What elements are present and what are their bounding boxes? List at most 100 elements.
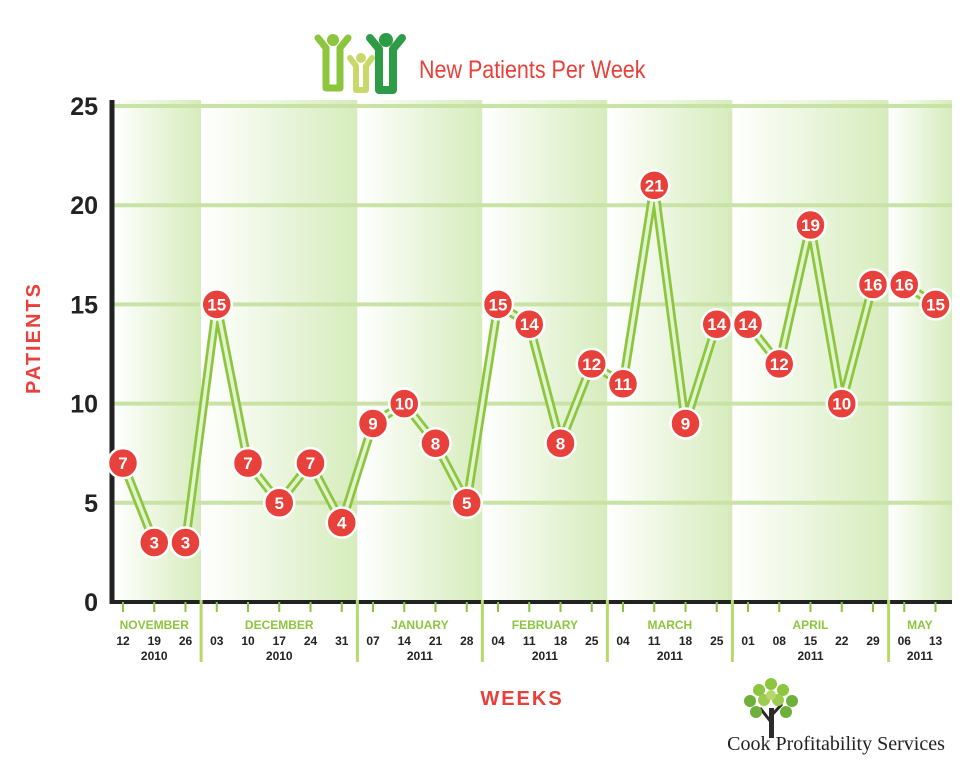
tree-logo-icon — [744, 678, 798, 738]
data-label: 14 — [707, 315, 726, 334]
x-tick-label: 25 — [585, 634, 599, 648]
x-tick-label: 26 — [179, 634, 193, 648]
data-label: 7 — [243, 454, 252, 473]
data-point — [575, 347, 608, 381]
data-label: 15 — [926, 295, 945, 314]
year-label: 2010 — [141, 649, 168, 663]
data-point — [731, 307, 765, 341]
y-tick-label: 5 — [84, 490, 98, 518]
data-point — [356, 407, 390, 440]
data-point — [325, 506, 358, 539]
data-label: 7 — [118, 454, 127, 473]
data-point — [669, 407, 702, 440]
brand-name: Cook Profitability Services — [727, 733, 945, 755]
x-tick-label: 18 — [554, 634, 568, 648]
x-tick-label: 11 — [523, 634, 536, 648]
data-label: 21 — [645, 176, 664, 195]
x-tick-label: 22 — [835, 634, 849, 648]
data-label: 9 — [681, 414, 690, 433]
data-point — [794, 208, 827, 242]
x-tick-label: 25 — [710, 634, 724, 648]
data-point — [763, 347, 796, 381]
data-label: 3 — [181, 533, 190, 552]
year-label: 2011 — [532, 649, 558, 663]
data-point — [825, 387, 858, 420]
x-tick-label: 19 — [148, 634, 162, 648]
month-label: APRIL — [793, 618, 829, 632]
x-tick-label: 18 — [679, 634, 693, 648]
data-point — [481, 288, 515, 321]
data-label: 12 — [770, 355, 789, 374]
y-tick-label: 15 — [70, 291, 98, 319]
y-tick-label: 20 — [70, 192, 98, 220]
x-tick-label: 14 — [398, 634, 412, 648]
data-label: 5 — [462, 494, 471, 513]
data-label: 15 — [489, 295, 508, 314]
data-point — [231, 446, 265, 480]
data-label: 14 — [739, 315, 758, 334]
data-point — [450, 486, 483, 520]
chart-title: New Patients Per Week — [419, 55, 646, 83]
family-logo-icon — [314, 33, 406, 94]
data-label: 7 — [306, 454, 315, 473]
x-tick-label: 24 — [304, 634, 318, 648]
data-point — [606, 367, 640, 401]
x-tick-label: 04 — [491, 634, 505, 648]
data-point — [263, 486, 296, 520]
month-label: MAY — [907, 618, 933, 632]
x-tick-label: 12 — [116, 634, 130, 648]
data-point — [169, 526, 202, 559]
year-label: 2010 — [266, 649, 293, 663]
month-band — [732, 100, 889, 602]
data-label: 12 — [582, 355, 601, 374]
data-label: 5 — [275, 494, 284, 513]
year-label: 2011 — [657, 649, 683, 663]
data-point — [638, 169, 671, 202]
y-tick-label: 0 — [84, 589, 98, 617]
data-label: 15 — [207, 295, 226, 314]
data-point — [294, 446, 327, 480]
data-point — [388, 387, 421, 420]
x-axis-label: WEEKS — [480, 688, 563, 710]
month-band — [888, 100, 952, 602]
month-band — [357, 100, 483, 602]
month-label: NOVEMBER — [120, 618, 190, 632]
x-tick-label: 13 — [929, 634, 943, 648]
month-label: JANUARY — [391, 618, 449, 632]
x-tick-label: 17 — [273, 634, 287, 648]
y-axis-label: PATIENTS — [23, 282, 45, 394]
data-point — [106, 446, 140, 480]
x-tick-label: 01 — [741, 634, 755, 648]
x-tick-label: 28 — [460, 634, 474, 648]
data-label: 16 — [895, 276, 914, 295]
data-point — [200, 288, 233, 321]
year-label: 2011 — [407, 649, 433, 663]
year-label: 2011 — [907, 649, 933, 663]
data-label: 16 — [864, 276, 883, 295]
data-point — [513, 307, 546, 341]
data-label: 9 — [368, 414, 377, 433]
month-label: FEBRUARY — [512, 618, 578, 632]
data-label: 4 — [337, 514, 347, 533]
data-label: 10 — [832, 395, 851, 414]
data-label: 8 — [431, 434, 440, 453]
x-tick-label: 11 — [648, 634, 661, 648]
x-tick-label: 03 — [210, 634, 224, 648]
y-tick-label: 25 — [70, 93, 98, 121]
x-tick-label: 10 — [241, 634, 255, 648]
y-tick-label: 10 — [70, 391, 98, 419]
data-label: 11 — [614, 375, 632, 394]
data-point — [919, 288, 952, 321]
year-label: 2011 — [797, 649, 823, 663]
data-label: 19 — [801, 216, 820, 235]
data-label: 3 — [150, 533, 159, 552]
x-tick-label: 31 — [335, 634, 349, 648]
x-tick-label: 08 — [773, 634, 787, 648]
data-label: 10 — [395, 395, 414, 414]
data-label: 14 — [520, 315, 539, 334]
data-point — [888, 268, 921, 301]
data-label: 8 — [556, 434, 565, 453]
data-point — [544, 427, 577, 460]
month-label: MARCH — [648, 618, 693, 632]
